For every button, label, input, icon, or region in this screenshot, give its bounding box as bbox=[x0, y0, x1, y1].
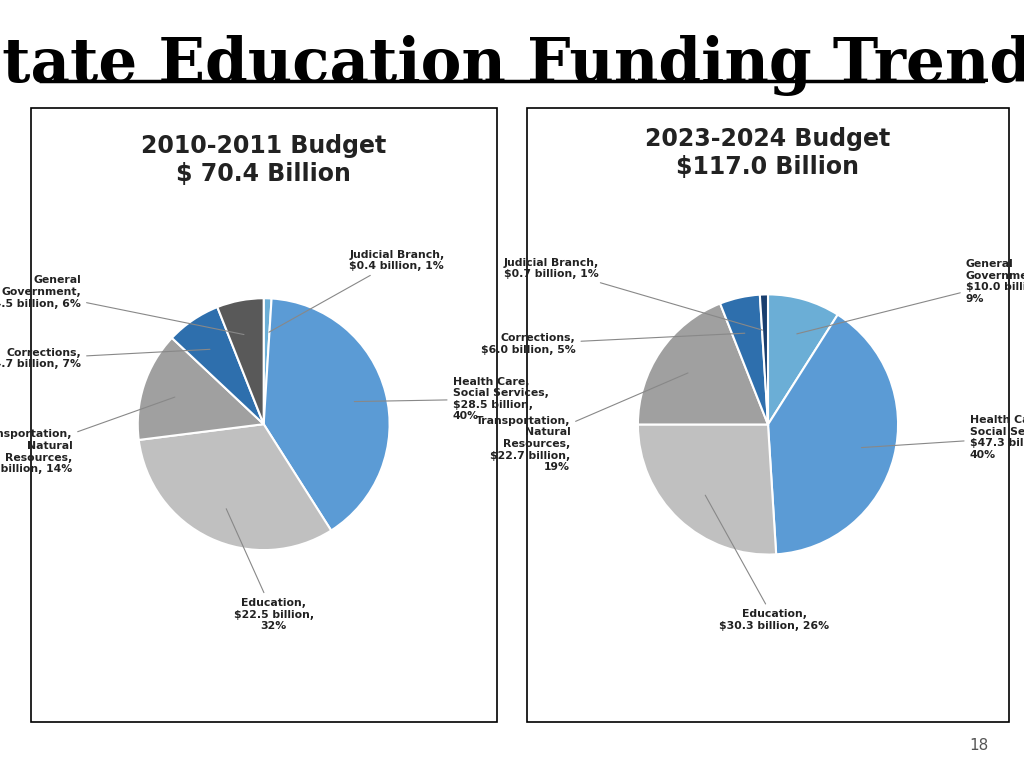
Text: State Education Funding Trends: State Education Funding Trends bbox=[0, 35, 1024, 95]
Text: Corrections,
$6.0 billion, 5%: Corrections, $6.0 billion, 5% bbox=[480, 333, 744, 355]
Text: Health Care,
Social Services,
$47.3 billion,
40%: Health Care, Social Services, $47.3 bill… bbox=[861, 415, 1024, 460]
Wedge shape bbox=[638, 303, 768, 425]
Wedge shape bbox=[172, 307, 263, 424]
Wedge shape bbox=[768, 315, 898, 554]
Text: Education,
$30.3 billion, 26%: Education, $30.3 billion, 26% bbox=[706, 495, 829, 631]
Title: 2010-2011 Budget
$ 70.4 Billion: 2010-2011 Budget $ 70.4 Billion bbox=[141, 134, 386, 186]
Wedge shape bbox=[263, 299, 389, 531]
Title: 2023-2024 Budget
$117.0 Billion: 2023-2024 Budget $117.0 Billion bbox=[645, 127, 891, 179]
Text: Education,
$22.5 billion,
32%: Education, $22.5 billion, 32% bbox=[226, 508, 313, 631]
Wedge shape bbox=[720, 295, 768, 425]
Text: Corrections,
$4.7 billion, 7%: Corrections, $4.7 billion, 7% bbox=[0, 348, 210, 369]
Wedge shape bbox=[638, 425, 776, 554]
Wedge shape bbox=[768, 294, 838, 425]
Text: General
Government,
$4.5 billion, 6%: General Government, $4.5 billion, 6% bbox=[0, 276, 244, 335]
Text: Judicial Branch,
$0.4 billion, 1%: Judicial Branch, $0.4 billion, 1% bbox=[269, 250, 444, 333]
Text: Transportation,
Natural
Resources,
$22.7 billion,
19%: Transportation, Natural Resources, $22.7… bbox=[476, 373, 688, 472]
Wedge shape bbox=[263, 298, 271, 424]
Wedge shape bbox=[138, 424, 331, 550]
Wedge shape bbox=[760, 294, 768, 425]
Text: General
Government,
$10.0 billion,
9%: General Government, $10.0 billion, 9% bbox=[797, 259, 1024, 334]
Text: Transportation,
Natural
Resources,
$9.8 billion, 14%: Transportation, Natural Resources, $9.8 … bbox=[0, 397, 175, 475]
Text: Health Care,
Social Services,
$28.5 billion,
40%: Health Care, Social Services, $28.5 bill… bbox=[354, 376, 549, 422]
Wedge shape bbox=[217, 298, 264, 424]
Text: Judicial Branch,
$0.7 billion, 1%: Judicial Branch, $0.7 billion, 1% bbox=[504, 257, 763, 330]
Wedge shape bbox=[138, 338, 263, 440]
Text: 18: 18 bbox=[969, 737, 988, 753]
